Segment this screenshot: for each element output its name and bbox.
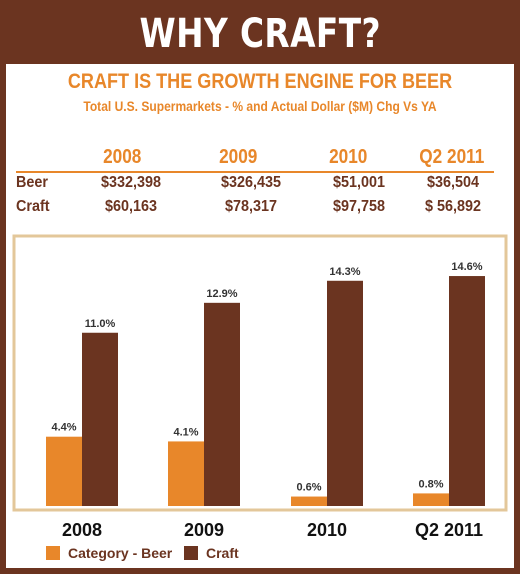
table-header-2008: 2008 (103, 146, 142, 168)
bar-craft (204, 302, 240, 506)
table-row-label-beer: Beer (16, 174, 49, 191)
growth-bar-chart: 4.4% 11.0% 2008 4.1% 12.9% 2009 0.6% 14.3% 2010 0… (12, 234, 508, 564)
chart-subheadline: Total U.S. Supermarkets - % and Actual D… (83, 98, 437, 114)
bar-beer (168, 441, 204, 506)
table-divider (16, 171, 494, 173)
category-label: 2010 (307, 520, 347, 540)
category-label: Q2 2011 (415, 520, 483, 540)
data-label: 0.8% (418, 478, 443, 490)
category-label: 2009 (184, 520, 224, 540)
table-cell: $78,317 (224, 198, 278, 215)
bar-craft (82, 332, 118, 506)
data-label: 12.9% (206, 288, 237, 300)
table-header-2009: 2009 (219, 146, 258, 168)
bar-beer (291, 496, 327, 506)
table-cell: $326,435 (220, 174, 282, 191)
table-cell: $332,398 (100, 174, 162, 191)
table-cell: $ 56,892 (424, 198, 482, 215)
legend-label: Craft (206, 545, 239, 561)
header-banner: WHY CRAFT? (6, 6, 514, 62)
bar-beer (46, 436, 82, 506)
legend-label: Category - Beer (68, 545, 173, 561)
data-label: 14.3% (329, 266, 360, 278)
table-cell: $60,163 (104, 198, 158, 215)
page-title: WHY CRAFT? (139, 11, 381, 57)
bar-beer (413, 493, 449, 506)
chart-headline: CRAFT IS THE GROWTH ENGINE FOR BEER (67, 70, 453, 93)
data-label: 0.6% (296, 482, 321, 494)
legend-swatch (46, 546, 60, 560)
data-label: 14.6% (451, 261, 482, 273)
legend-swatch (184, 546, 198, 560)
chart-svg: 4.4% 11.0% 2008 4.1% 12.9% 2009 0.6% 14.3% 2010 0… (12, 234, 508, 561)
category-label: 2008 (62, 520, 102, 540)
table-cell: $97,758 (332, 198, 386, 215)
table-header-q2-2011: Q2 2011 (419, 146, 485, 168)
data-label: 11.0% (85, 318, 116, 330)
bar-craft (449, 276, 485, 506)
table-cell: $36,504 (426, 174, 480, 191)
table-cell: $51,001 (332, 174, 386, 191)
table-header-2010: 2010 (329, 146, 368, 168)
data-label: 4.1% (173, 426, 198, 438)
content-panel: CRAFT IS THE GROWTH ENGINE FOR BEER Tota… (6, 64, 514, 568)
table-row-label-craft: Craft (16, 198, 50, 215)
bar-craft (327, 280, 363, 506)
data-label: 4.4% (51, 422, 76, 434)
